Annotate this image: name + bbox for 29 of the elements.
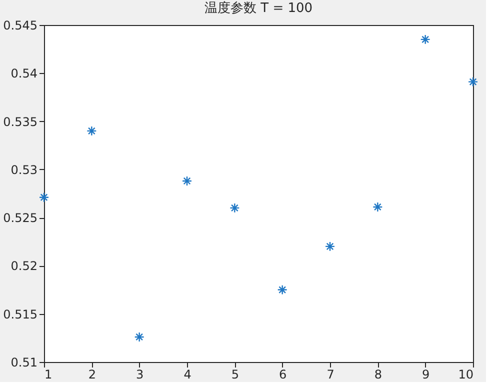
point <box>86 126 97 136</box>
chart-title: 温度参数 T = 100 <box>204 0 313 16</box>
x-tick-label: 4 <box>184 368 192 382</box>
y-tick-label: 0.51 <box>10 356 38 370</box>
y-tick-label: 0.525 <box>3 211 38 226</box>
x-tick-label: 9 <box>422 368 430 382</box>
x-tick-label: 7 <box>326 368 334 382</box>
y-tick-label: 0.515 <box>3 307 38 322</box>
point <box>324 241 336 252</box>
x-tick-label: 6 <box>279 368 287 382</box>
point <box>468 76 478 87</box>
x-tick-label: 2 <box>88 368 96 382</box>
x-tick-label: 3 <box>136 368 144 382</box>
x-tick-label: 10 <box>458 368 474 382</box>
point <box>420 34 430 45</box>
y-tick-label: 0.535 <box>3 114 38 129</box>
point <box>372 202 383 212</box>
point <box>277 284 288 295</box>
y-tick-label: 0.52 <box>10 259 38 274</box>
y-tick-label: 0.54 <box>10 66 38 81</box>
x-tick-label: 1 <box>44 368 52 382</box>
y-tick-label: 0.53 <box>10 162 38 177</box>
y-tick-label: 0.545 <box>3 18 38 32</box>
point <box>182 176 192 186</box>
x-tick-label: 8 <box>374 368 382 382</box>
point <box>134 332 144 342</box>
x-tick-label: 5 <box>231 368 239 382</box>
point <box>38 192 50 202</box>
point <box>230 202 240 214</box>
